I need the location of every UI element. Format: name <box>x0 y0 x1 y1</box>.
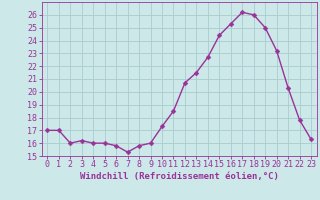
X-axis label: Windchill (Refroidissement éolien,°C): Windchill (Refroidissement éolien,°C) <box>80 172 279 181</box>
